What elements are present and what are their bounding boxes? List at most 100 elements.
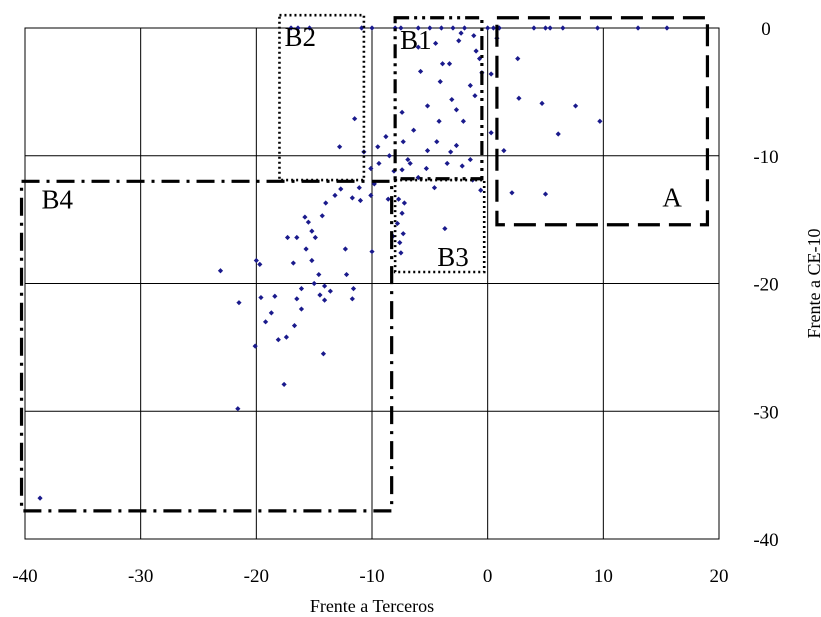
- region-b4-label: B4: [42, 184, 74, 214]
- data-point: [448, 149, 454, 155]
- data-point: [460, 118, 466, 124]
- data-point: [401, 200, 407, 206]
- data-point: [446, 61, 453, 67]
- data-point: [664, 25, 670, 31]
- data-point: [309, 257, 315, 264]
- data-point: [490, 25, 497, 31]
- region-b1-label: B1: [400, 25, 432, 55]
- data-point: [312, 234, 318, 241]
- data-point: [368, 165, 374, 172]
- region-a-box: [495, 16, 710, 227]
- y-tick-label: -40: [753, 530, 778, 551]
- data-point: [594, 25, 601, 31]
- data-point: [472, 93, 478, 99]
- data-point: [473, 48, 479, 54]
- data-point: [305, 219, 311, 225]
- data-point: [294, 234, 300, 241]
- region-b3-label: B3: [437, 242, 469, 272]
- data-point: [467, 82, 473, 89]
- data-point: [357, 197, 364, 204]
- x-tick-label: 0: [483, 566, 493, 587]
- data-point: [37, 495, 43, 501]
- data-point: [501, 148, 507, 154]
- data-point: [399, 109, 405, 115]
- y-tick-label: 0: [761, 19, 771, 40]
- data-point: [417, 68, 424, 75]
- data-point: [303, 246, 309, 252]
- x-tick-label: -40: [12, 566, 37, 587]
- data-point: [509, 190, 515, 196]
- data-point: [302, 214, 308, 220]
- data-point: [394, 220, 401, 227]
- data-point: [415, 25, 421, 31]
- data-point: [398, 250, 404, 256]
- data-point: [415, 44, 421, 50]
- data-point: [275, 337, 281, 343]
- data-point: [478, 187, 484, 193]
- data-point: [323, 200, 329, 206]
- regions: A B1 B2 B3 B4: [19, 13, 710, 513]
- y-tick-label: -20: [753, 275, 778, 296]
- data-point: [433, 40, 439, 46]
- y-tick-labels: 0 -10 -20 -30 -40: [753, 19, 778, 551]
- data-point: [316, 271, 322, 278]
- data-point: [461, 25, 468, 31]
- data-points: [37, 25, 670, 501]
- data-point: [392, 25, 398, 31]
- data-point: [439, 61, 446, 67]
- x-tick-labels: -40 -30 -20 -10 0 10 20: [12, 566, 728, 587]
- data-point: [539, 100, 545, 106]
- x-tick-label: -10: [359, 566, 384, 587]
- data-point: [306, 25, 313, 31]
- data-point: [321, 283, 328, 289]
- data-point: [235, 406, 241, 412]
- data-point: [327, 288, 333, 294]
- data-point: [542, 191, 549, 197]
- data-point: [424, 148, 431, 154]
- data-point: [471, 33, 477, 39]
- data-point: [358, 25, 365, 31]
- x-tick-label: -30: [128, 566, 153, 587]
- data-point: [368, 192, 374, 198]
- data-point: [385, 196, 391, 202]
- data-point: [317, 292, 323, 298]
- gridlines: [25, 28, 719, 539]
- data-point: [398, 25, 404, 31]
- data-point: [217, 268, 224, 274]
- data-point: [262, 319, 269, 325]
- data-point: [272, 293, 278, 299]
- data-point: [291, 323, 298, 329]
- data-point: [309, 228, 315, 234]
- y-tick-label: -30: [753, 402, 778, 423]
- data-point: [424, 103, 431, 109]
- data-point: [369, 25, 375, 31]
- data-point: [283, 334, 290, 340]
- data-point: [350, 286, 357, 292]
- data-point: [405, 156, 411, 163]
- region-b3-box: [393, 178, 486, 274]
- data-point: [456, 38, 462, 44]
- data-point: [516, 95, 522, 101]
- data-point: [321, 297, 328, 303]
- data-point: [352, 116, 358, 122]
- x-tick-label: 20: [710, 566, 729, 587]
- x-tick-label: -20: [244, 566, 269, 587]
- data-point: [488, 71, 494, 77]
- data-point: [485, 25, 491, 31]
- y-axis-label: Frente a CE-10: [804, 229, 821, 339]
- data-point: [399, 167, 405, 173]
- data-point: [453, 107, 460, 113]
- data-point: [488, 130, 494, 136]
- data-point: [369, 248, 375, 255]
- data-point: [459, 163, 465, 169]
- data-point: [281, 381, 287, 388]
- data-point: [635, 25, 641, 31]
- data-point: [515, 56, 521, 62]
- data-point: [542, 25, 549, 31]
- data-point: [453, 142, 460, 149]
- data-point: [560, 25, 566, 31]
- data-point: [411, 127, 417, 133]
- data-point: [400, 139, 406, 145]
- data-point: [431, 185, 438, 191]
